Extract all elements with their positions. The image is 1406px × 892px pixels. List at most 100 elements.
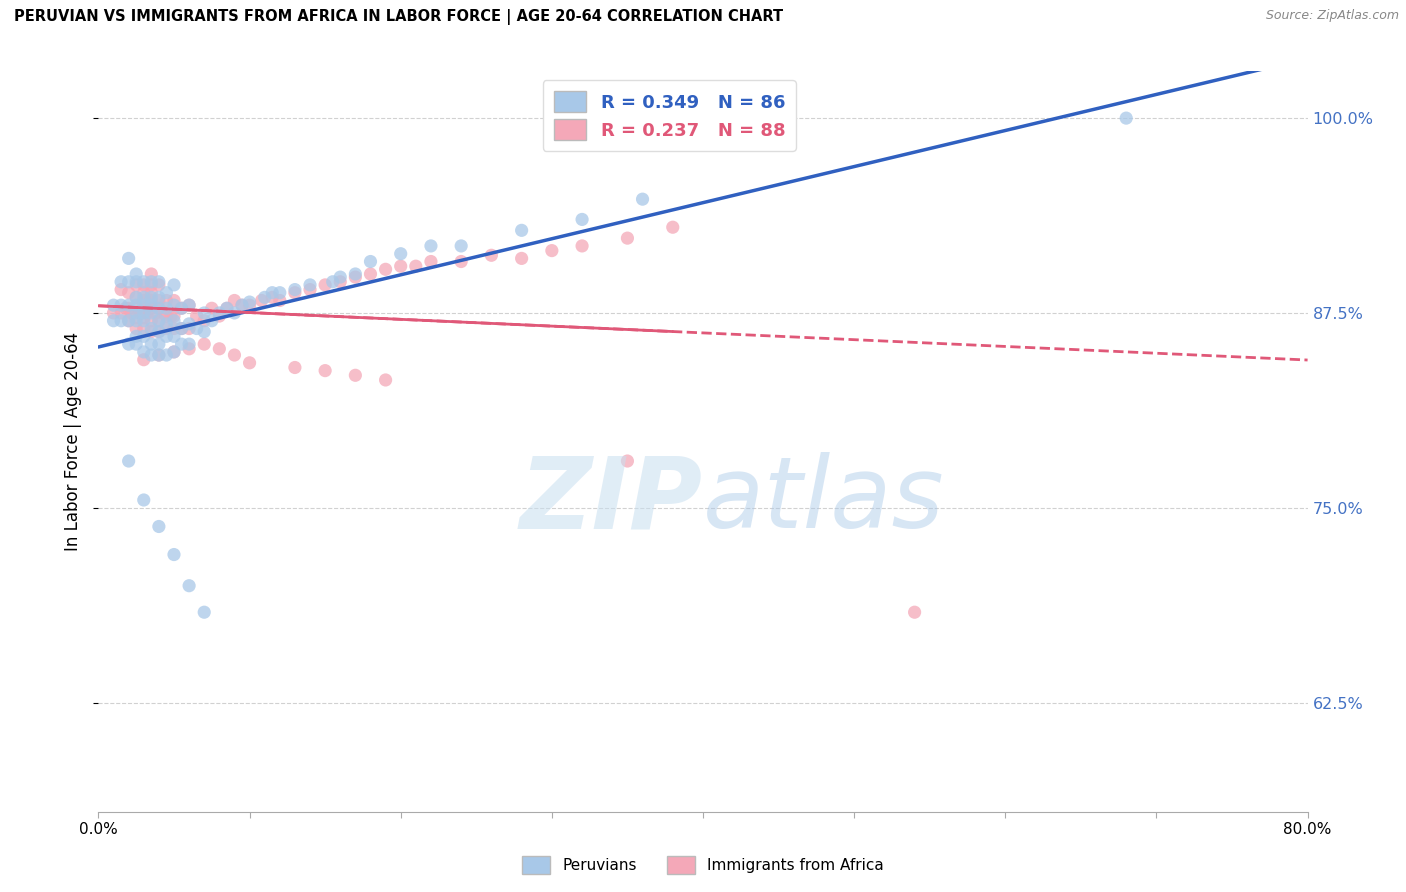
Point — [344, 270, 367, 285]
Point — [132, 493, 155, 508]
Point — [314, 277, 336, 292]
Point — [262, 290, 284, 304]
Point — [141, 293, 163, 308]
Point — [118, 314, 141, 328]
Point — [148, 314, 170, 328]
Point — [148, 325, 170, 339]
Point — [148, 275, 170, 289]
Point — [132, 301, 155, 316]
Point — [125, 321, 148, 335]
Point — [132, 314, 155, 328]
Point — [420, 239, 443, 253]
Point — [163, 345, 186, 359]
Point — [329, 275, 352, 289]
Point — [110, 283, 132, 297]
Point — [141, 306, 163, 320]
Point — [374, 262, 396, 277]
Point — [125, 290, 148, 304]
Point — [179, 321, 201, 335]
Point — [314, 363, 336, 377]
Point — [450, 254, 472, 268]
Point — [163, 345, 186, 359]
Point — [155, 293, 177, 308]
Point — [186, 309, 208, 323]
Point — [299, 277, 322, 292]
Point — [299, 283, 322, 297]
Point — [215, 301, 238, 316]
Point — [179, 298, 201, 312]
Point — [389, 259, 412, 273]
Point — [239, 298, 262, 312]
Point — [141, 325, 163, 339]
Point — [148, 293, 170, 308]
Point — [103, 314, 125, 328]
Point — [141, 348, 163, 362]
Point — [114, 301, 136, 316]
Point — [132, 345, 155, 359]
Point — [208, 306, 231, 320]
Point — [103, 298, 125, 312]
Point — [125, 329, 148, 343]
Text: PERUVIAN VS IMMIGRANTS FROM AFRICA IN LABOR FORCE | AGE 20-64 CORRELATION CHART: PERUVIAN VS IMMIGRANTS FROM AFRICA IN LA… — [14, 9, 783, 25]
Point — [155, 348, 177, 362]
Point — [239, 295, 262, 310]
Point — [170, 321, 193, 335]
Point — [239, 356, 262, 370]
Point — [224, 306, 246, 320]
Point — [540, 244, 562, 258]
Point — [215, 301, 238, 316]
Point — [344, 267, 367, 281]
Point — [132, 310, 155, 325]
Point — [405, 259, 427, 273]
Point — [132, 352, 155, 367]
Point — [125, 277, 148, 292]
Point — [481, 248, 503, 262]
Point — [132, 293, 155, 308]
Point — [148, 290, 170, 304]
Point — [170, 337, 193, 351]
Point — [269, 293, 291, 308]
Point — [148, 301, 170, 316]
Point — [155, 321, 177, 335]
Point — [125, 275, 148, 289]
Point — [344, 368, 367, 383]
Point — [1115, 111, 1137, 125]
Point — [132, 275, 155, 289]
Point — [160, 309, 183, 323]
Point — [118, 454, 141, 468]
Point — [118, 314, 141, 328]
Point — [631, 192, 654, 206]
Point — [118, 337, 141, 351]
Point — [193, 337, 215, 351]
Point — [170, 321, 193, 335]
Point — [141, 298, 163, 312]
Point — [224, 348, 246, 362]
Point — [201, 301, 224, 316]
Point — [110, 306, 132, 320]
Point — [148, 314, 170, 328]
Point — [231, 298, 253, 312]
Point — [179, 317, 201, 331]
Point — [269, 285, 291, 300]
Point — [118, 275, 141, 289]
Point — [141, 314, 163, 328]
Point — [163, 314, 186, 328]
Point — [141, 275, 163, 289]
Point — [141, 285, 163, 300]
Point — [155, 285, 177, 300]
Point — [193, 325, 215, 339]
Point — [148, 519, 170, 533]
Point — [224, 293, 246, 308]
Point — [121, 306, 143, 320]
Point — [152, 306, 174, 320]
Point — [193, 306, 215, 320]
Point — [208, 309, 231, 323]
Point — [141, 267, 163, 281]
Point — [179, 342, 201, 356]
Point — [125, 290, 148, 304]
Point — [145, 306, 167, 320]
Point — [253, 290, 276, 304]
Point — [420, 254, 443, 268]
Point — [662, 220, 685, 235]
Point — [110, 314, 132, 328]
